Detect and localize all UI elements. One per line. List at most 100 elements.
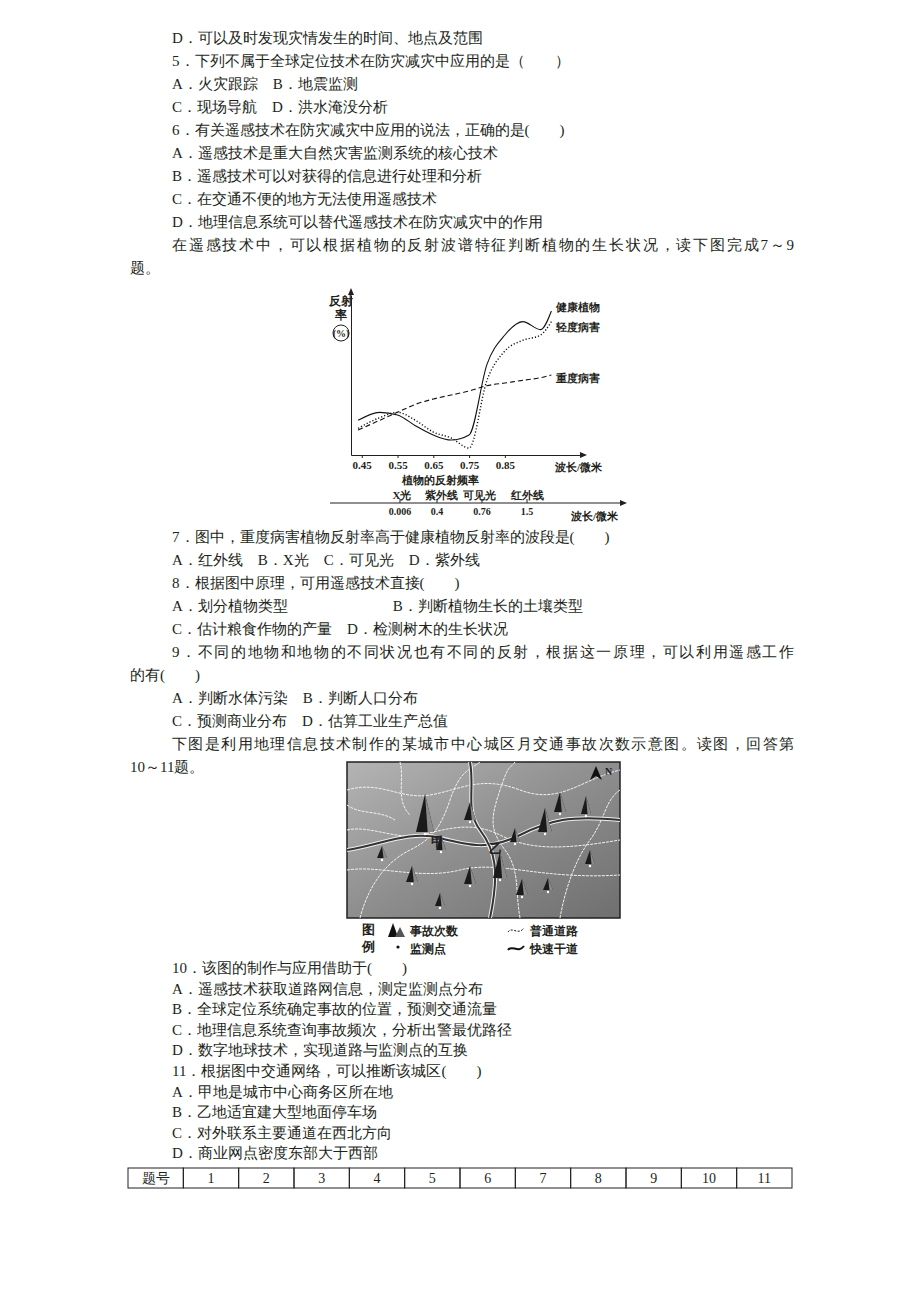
boundary-tick [400,499,401,503]
series-label: 轻度病害 [555,321,600,333]
text-line: D．商业网点密度东部大于西部 [172,1145,378,1161]
text-line: A．遥感技术获取道路网信息，测定监测点分布 [172,981,483,997]
table-text: 3 [318,1171,325,1186]
table-cell [626,1168,681,1188]
band-label: X光 [393,489,412,501]
band-label: 紫外线 [424,489,458,501]
boundary-tick [527,499,528,503]
monitoring-point [547,891,549,893]
table-cell [128,1168,183,1188]
monitoring-point [381,859,383,861]
accident-peak-shade [590,850,595,864]
legend-item: 快速干道 [529,942,579,956]
accident-peak-shade [545,808,552,832]
text-line: 10．该图的制作与应用借助于( ) [172,960,407,977]
text-line: A．火灾跟踪 B．地震监测 [172,76,358,92]
map-label: 乙 [489,841,502,856]
x-axis-arrow [580,452,587,458]
series-line [358,375,551,430]
accident-peak [377,846,387,858]
text-line: 8．根据图中原理，可用遥感技术直接( ) [172,575,460,592]
legend-peak [395,927,405,937]
legend-title: 图例 [361,922,375,954]
accident-peak-shade [412,866,418,882]
map-frame [347,762,620,918]
text-line: D．可以及时发现灾情发生的时间、地点及范围 [172,30,483,46]
y-axis-line [351,296,352,456]
ordinary-road [560,790,620,918]
text-line: C．地理信息系统查询事故频次，分析出警最优路径 [172,1022,512,1038]
accident-peak [543,878,553,890]
text-line: C．对外联系主要通道在西北方向 [172,1125,392,1141]
text-line: 11．根据图中交通网络，可以推断该城区( ) [172,1063,481,1080]
accident-peak [435,893,445,906]
text-line: 9．不同的地物和地物的不同状况也有不同的反射，根据这一原理，可以利用遥感工作 [172,644,794,660]
x-tick-mark [398,455,399,458]
text-line: B．全球定位系统确定事故的位置，预测交通流量 [172,1001,497,1017]
map-label: 甲 [431,834,444,849]
x-tick: 0.85 [496,455,516,471]
reflectance-chart: 0.450.550.650.750.85健康植物轻度病害重度病害波长/微米植物的… [328,288,603,486]
spectrum-line [330,502,620,503]
text-line: C．现场导航 D．洪水淹没分析 [172,99,388,115]
text-line: 下图是利用地理信息技术制作的某城市中心城区月交通事故次数示意图。读图，回答第 [172,736,794,752]
x-axis-line [352,455,581,456]
ordinary-road [347,867,620,876]
table-text: 题号 [142,1171,170,1186]
text-line: 5．下列不属于全球定位技术在防灾减灾中应用的是（ ） [172,53,570,69]
text-line: B．遥感技术可以对获得的信息进行处理和分析 [172,168,482,184]
accident-peak-shade [586,796,591,814]
text-line: A．甲地是城市中心商务区所在地 [172,1084,393,1100]
accident-map: 甲 乙 N [347,762,620,918]
table-cell [294,1168,349,1188]
map-legend: 图例事故次数监测点普通道路快速干道 [361,922,580,956]
table-text: 5 [429,1171,436,1186]
monitoring-point [499,879,501,881]
accident-peak-shade [440,893,445,906]
table-text: 6 [484,1171,491,1186]
x-tick: 0.45 [353,455,373,471]
accident-peak [464,866,476,884]
table-text: 4 [374,1171,381,1186]
table-cell [239,1168,294,1188]
x-tick-label: 0.45 [353,459,373,471]
accident-peak [510,828,520,842]
table-text: 7 [540,1171,547,1186]
x-tick-mark [505,455,506,458]
tspan: 图 [362,922,375,937]
accident-peak-shade [548,878,553,890]
chart-title: 植物的反射频率 [401,474,479,486]
text-line: 在遥感技术中，可以根据植物的反射波谱特征判断植物的生长状况，读下图完成7～9 [172,237,794,253]
accident-peak-shade [470,866,476,884]
x-tick: 0.65 [424,455,444,471]
x-tick-label: 0.55 [388,459,408,471]
answer-table: 题号1234567891011 [128,1168,792,1188]
x-tick-label: 0.65 [424,459,444,471]
x-tick-mark [433,455,434,458]
table-text: 8 [595,1171,602,1186]
table-text: 9 [650,1171,657,1186]
boundary-label: 0.76 [473,506,491,517]
tspan: 反射 [328,294,353,308]
accident-peak-shade [515,828,520,842]
series-line [358,311,551,440]
text-line: A．遥感技术是重大自然灾害监测系统的核心技术 [172,145,498,161]
monitoring-point [411,883,413,885]
table-cell [737,1168,792,1188]
series-label: 健康植物 [555,301,600,313]
table-cell [515,1168,570,1188]
boundary-label: 1.5 [521,506,534,517]
accident-peak [585,850,595,864]
table-text: 10 [702,1171,716,1186]
monitoring-point [514,843,516,845]
text-line: D．地理信息系统可以替代遥感技术在防灾减灾中的作用 [172,214,543,230]
legend-dot [396,945,399,948]
text-line: A．判断水体污染 B．判断人口分布 [172,690,418,706]
boundary-tick [482,499,483,503]
monitoring-point [440,851,442,853]
ordinary-road [347,770,620,796]
north-label: N [605,766,613,777]
text-line: D．数字地球技术，实现道路与监测点的互换 [172,1042,468,1058]
text-line: C．估计粮食作物的产量 D．检测树木的生长状况 [172,621,508,637]
ordinary-road [360,762,480,918]
